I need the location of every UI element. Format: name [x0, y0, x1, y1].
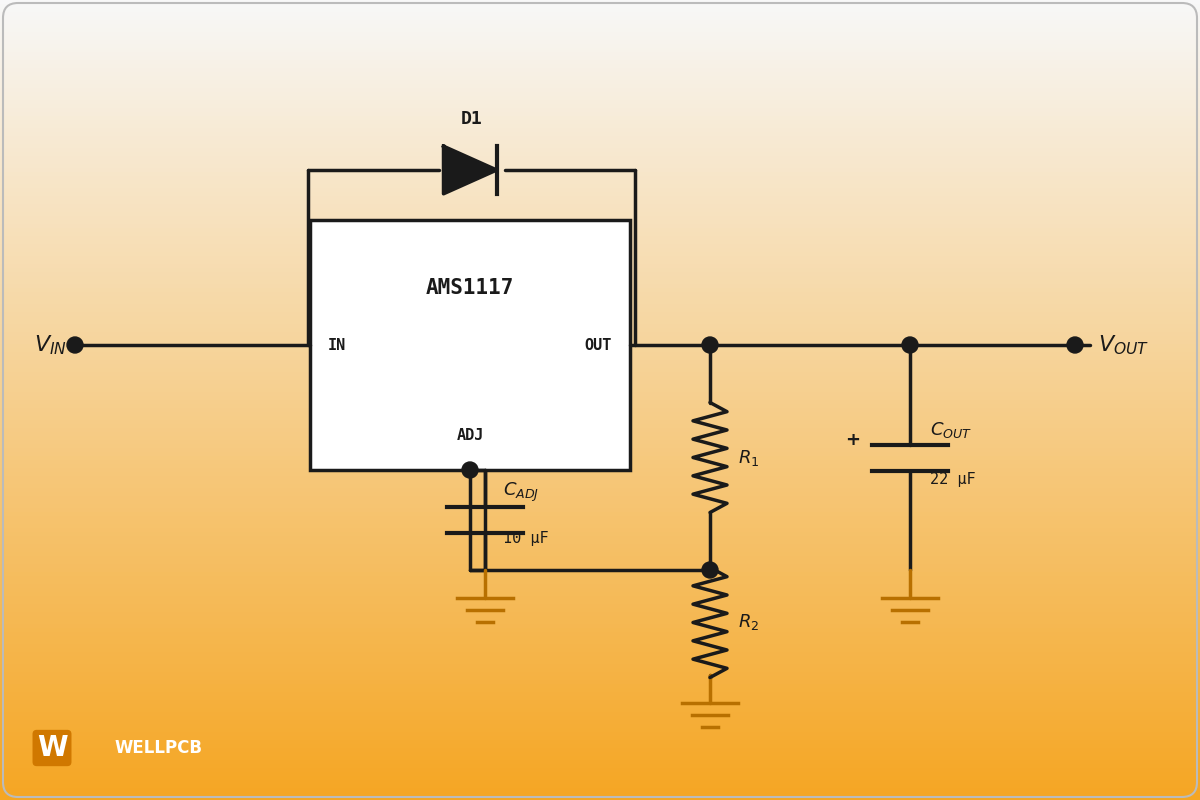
Circle shape	[702, 562, 718, 578]
Text: OUT: OUT	[584, 338, 612, 353]
Text: WELLPCB: WELLPCB	[115, 739, 203, 757]
Circle shape	[67, 337, 83, 353]
Text: $C_{OUT}$: $C_{OUT}$	[930, 419, 972, 439]
Text: $V_{OUT}$: $V_{OUT}$	[1098, 333, 1150, 357]
Text: $C_{ADJ}$: $C_{ADJ}$	[503, 480, 539, 504]
Text: AMS1117: AMS1117	[426, 278, 514, 298]
Circle shape	[902, 337, 918, 353]
Text: +: +	[845, 430, 860, 449]
Text: 22 μF: 22 μF	[930, 472, 976, 487]
Text: D1: D1	[461, 110, 482, 128]
Circle shape	[462, 462, 478, 478]
Text: $V_{IN}$: $V_{IN}$	[34, 333, 67, 357]
Text: W: W	[37, 734, 67, 762]
Bar	[310, 220, 630, 470]
Text: $R_2$: $R_2$	[738, 613, 760, 633]
Polygon shape	[444, 146, 497, 194]
Text: $R_1$: $R_1$	[738, 447, 760, 467]
Circle shape	[1067, 337, 1084, 353]
Text: IN: IN	[328, 338, 347, 353]
Text: 10 μF: 10 μF	[503, 530, 548, 546]
Circle shape	[702, 337, 718, 353]
Text: ADJ: ADJ	[456, 427, 484, 442]
